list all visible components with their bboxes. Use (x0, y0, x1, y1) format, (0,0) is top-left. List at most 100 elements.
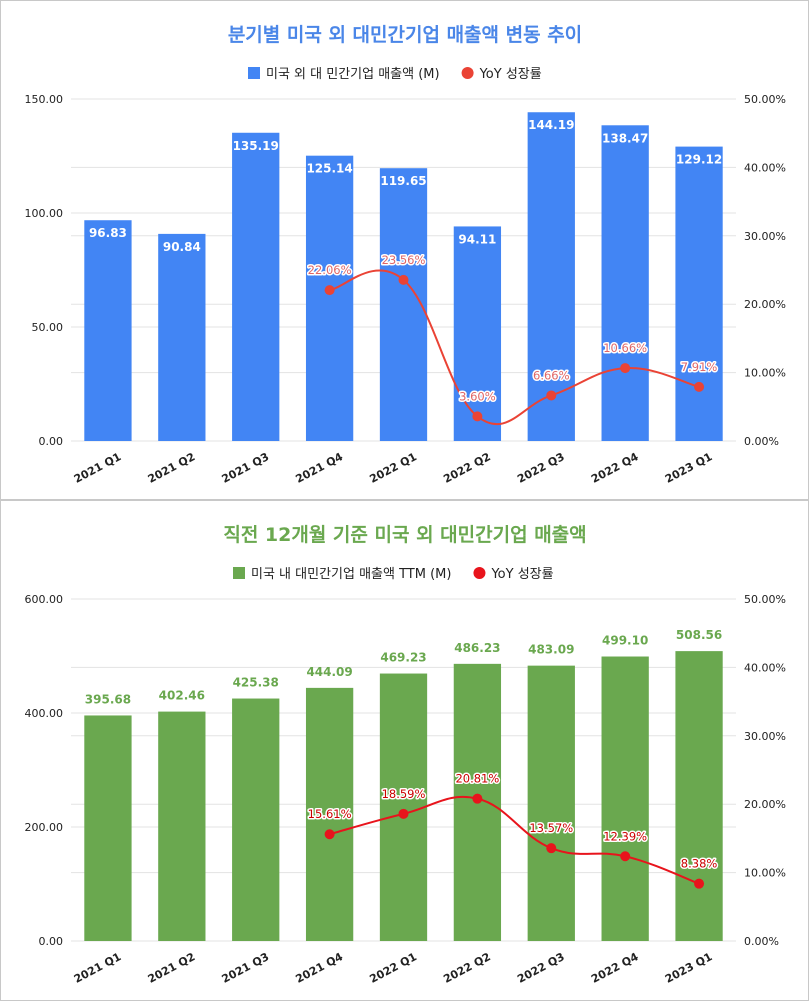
x-tick-label: 2022 Q2 (441, 450, 493, 486)
x-tick-label: 2021 Q2 (146, 450, 198, 486)
bar-value-label: 144.19 (528, 118, 574, 132)
bar-value-label: 138.47 (602, 131, 648, 145)
yoy-point (620, 851, 631, 862)
x-tick-label: 2023 Q1 (663, 950, 715, 986)
yoy-point (324, 829, 335, 840)
yoy-line (329, 795, 700, 885)
yoy-value-label: 18.59% (382, 787, 426, 801)
y2-tick-label: 40.00% (744, 161, 786, 174)
bar (305, 687, 354, 941)
yoy-point (546, 843, 557, 854)
bar-value-label: 94.11 (458, 232, 496, 246)
y2-tick-label: 30.00% (744, 730, 786, 743)
y-tick-label: 200.00 (25, 821, 64, 834)
yoy-value-label: 8.38% (681, 857, 718, 871)
legend-line-label: YoY 성장률 (479, 67, 542, 82)
yoy-point (398, 274, 409, 285)
yoy-value-label: 20.81% (455, 772, 499, 786)
yoy-value-label: 23.56% (382, 253, 426, 267)
yoy-point (694, 381, 705, 392)
yoy-value-label: 3.60% (459, 389, 496, 403)
bar-value-label: 119.65 (380, 174, 426, 188)
bar-value-label: 469.23 (380, 651, 426, 665)
y2-tick-label: 10.00% (744, 867, 786, 880)
y2-tick-label: 20.00% (744, 298, 786, 311)
yoy-point (472, 793, 483, 804)
yoy-point (324, 285, 335, 296)
bar (379, 168, 428, 441)
bar-value-label: 486.23 (454, 641, 500, 655)
y-tick-label: 0.00 (39, 935, 64, 948)
y2-tick-label: 0.00% (744, 435, 779, 448)
yoy-value-label: 13.57% (529, 821, 573, 835)
yoy-value-label: 6.66% (533, 368, 570, 382)
legend-bar-swatch (233, 567, 245, 579)
bar-value-label: 395.68 (85, 692, 131, 706)
x-tick-label: 2022 Q4 (589, 950, 641, 986)
bar-value-label: 96.83 (89, 226, 127, 240)
legend-line-swatch (473, 567, 486, 579)
x-tick-label: 2021 Q3 (220, 450, 272, 486)
legend-bar-label: 미국 외 대 민간기업 매출액 (M) (266, 67, 440, 82)
y-tick-label: 600.00 (25, 593, 64, 606)
yoy-point (546, 390, 557, 401)
x-tick-label: 2022 Q2 (441, 950, 493, 986)
x-tick-label: 2022 Q3 (515, 950, 567, 986)
yoy-value-label: 15.61% (308, 807, 352, 821)
bar (158, 711, 206, 941)
bar-value-label: 508.56 (676, 628, 722, 642)
yoy-point (694, 878, 705, 889)
x-tick-label: 2022 Q4 (589, 450, 641, 486)
yoy-value-label: 12.39% (603, 829, 647, 843)
y2-tick-label: 0.00% (744, 935, 779, 948)
x-tick-label: 2021 Q1 (72, 950, 124, 986)
bar-value-label: 483.09 (528, 643, 574, 657)
yoy-point (472, 411, 483, 422)
bar (601, 656, 649, 941)
x-tick-label: 2021 Q4 (293, 450, 345, 486)
bar-value-label: 90.84 (163, 240, 201, 254)
yoy-value-label: 10.66% (603, 341, 647, 355)
legend-bar-swatch (248, 67, 260, 79)
x-tick-label: 2023 Q1 (663, 450, 715, 486)
y2-tick-label: 40.00% (744, 661, 786, 674)
bar-value-label: 129.12 (676, 153, 722, 167)
y2-tick-label: 10.00% (744, 367, 786, 380)
bar (601, 125, 649, 442)
y-tick-label: 100.00 (25, 207, 64, 220)
bar-value-label: 135.19 (233, 139, 279, 153)
bar-value-label: 499.10 (602, 634, 648, 648)
bar (675, 651, 723, 941)
bar-value-label: 125.14 (306, 162, 352, 176)
yoy-point (620, 363, 631, 374)
yoy-point (398, 808, 409, 819)
bar (232, 698, 280, 941)
bar-value-label: 425.38 (233, 676, 279, 690)
chart-title: 직전 12개월 기준 미국 외 대민간기업 매출액 (223, 524, 586, 546)
bar (675, 146, 723, 442)
x-tick-label: 2021 Q2 (146, 950, 198, 986)
legend-line-swatch (461, 67, 474, 79)
bar (527, 665, 575, 941)
y-tick-label: 0.00 (39, 435, 64, 448)
x-tick-label: 2021 Q3 (220, 950, 272, 986)
y-tick-label: 50.00 (32, 321, 64, 334)
x-tick-label: 2022 Q3 (515, 450, 567, 486)
legend-line-label: YoY 성장률 (490, 567, 553, 582)
bar-value-label: 444.09 (306, 665, 352, 679)
yoy-value-label: 7.91% (681, 360, 718, 374)
y-tick-label: 400.00 (25, 707, 64, 720)
x-tick-label: 2021 Q4 (293, 950, 345, 986)
bar-value-label: 402.46 (159, 689, 205, 703)
bar (453, 226, 502, 441)
x-tick-label: 2022 Q1 (367, 950, 419, 986)
legend-bar-label: 미국 내 대민간기업 매출액 TTM (M) (251, 567, 451, 582)
x-tick-label: 2022 Q1 (367, 450, 419, 486)
x-tick-label: 2021 Q1 (72, 450, 124, 486)
yoy-value-label: 22.06% (308, 263, 352, 277)
bar (305, 155, 354, 442)
chart-title: 분기별 미국 외 대민간기업 매출액 변동 추이 (228, 24, 582, 46)
